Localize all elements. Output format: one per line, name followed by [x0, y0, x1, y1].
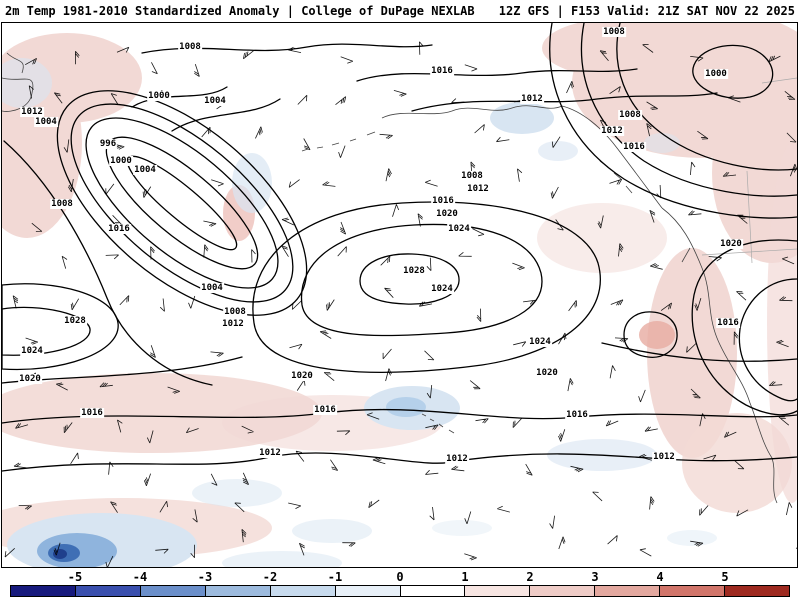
wind-barb-layer — [4, 41, 797, 567]
colorbar-tick-label: 4 — [656, 570, 664, 584]
product-title: 2m Temp 1981-2010 Standardized Anomaly |… — [5, 4, 475, 18]
map-graphics — [2, 23, 797, 567]
colorbar-segment — [594, 585, 661, 597]
colorbar-segment — [334, 585, 401, 597]
colorbar-ticks: -5 -4 -3 -2 -1 0 1 2 3 4 5 — [10, 570, 790, 584]
colorbar-segment — [269, 585, 336, 597]
colorbar-tick-label: -3 — [197, 570, 213, 584]
anomaly-shading-layer — [2, 23, 797, 567]
colorbar-tick-label: -1 — [327, 570, 343, 584]
colorbar-segment — [10, 585, 76, 597]
weather-map: 1008 1016 1012 1000 1004 1012 1004 996 1000 1004 1… — [1, 22, 798, 568]
isobar-contour-layer — [2, 23, 797, 472]
colorbar-tick-label: 1 — [461, 570, 469, 584]
colorbar-tick-label: 3 — [591, 570, 599, 584]
colorbar-segment — [464, 585, 531, 597]
colorbar-tick-label: -2 — [262, 570, 278, 584]
colorbar-tick-label: 0 — [396, 570, 404, 584]
colorbar — [10, 585, 791, 597]
colorbar-segment — [724, 585, 791, 597]
model-run-validity: 12Z GFS | F153 Valid: 21Z SAT NOV 22 202… — [498, 4, 795, 18]
colorbar-tick-label: -4 — [132, 570, 148, 584]
colorbar-tick-label: 5 — [721, 570, 729, 584]
colorbar-segment — [204, 585, 271, 597]
header-bar: 2m Temp 1981-2010 Standardized Anomaly |… — [0, 0, 800, 22]
colorbar-segment — [74, 585, 141, 597]
colorbar-segment — [659, 585, 726, 597]
colorbar-segment — [399, 585, 466, 597]
colorbar-segment — [529, 585, 596, 597]
colorbar-segment — [139, 585, 206, 597]
colorbar-tick-label: -5 — [67, 570, 83, 584]
colorbar-tick-label: 2 — [526, 570, 534, 584]
